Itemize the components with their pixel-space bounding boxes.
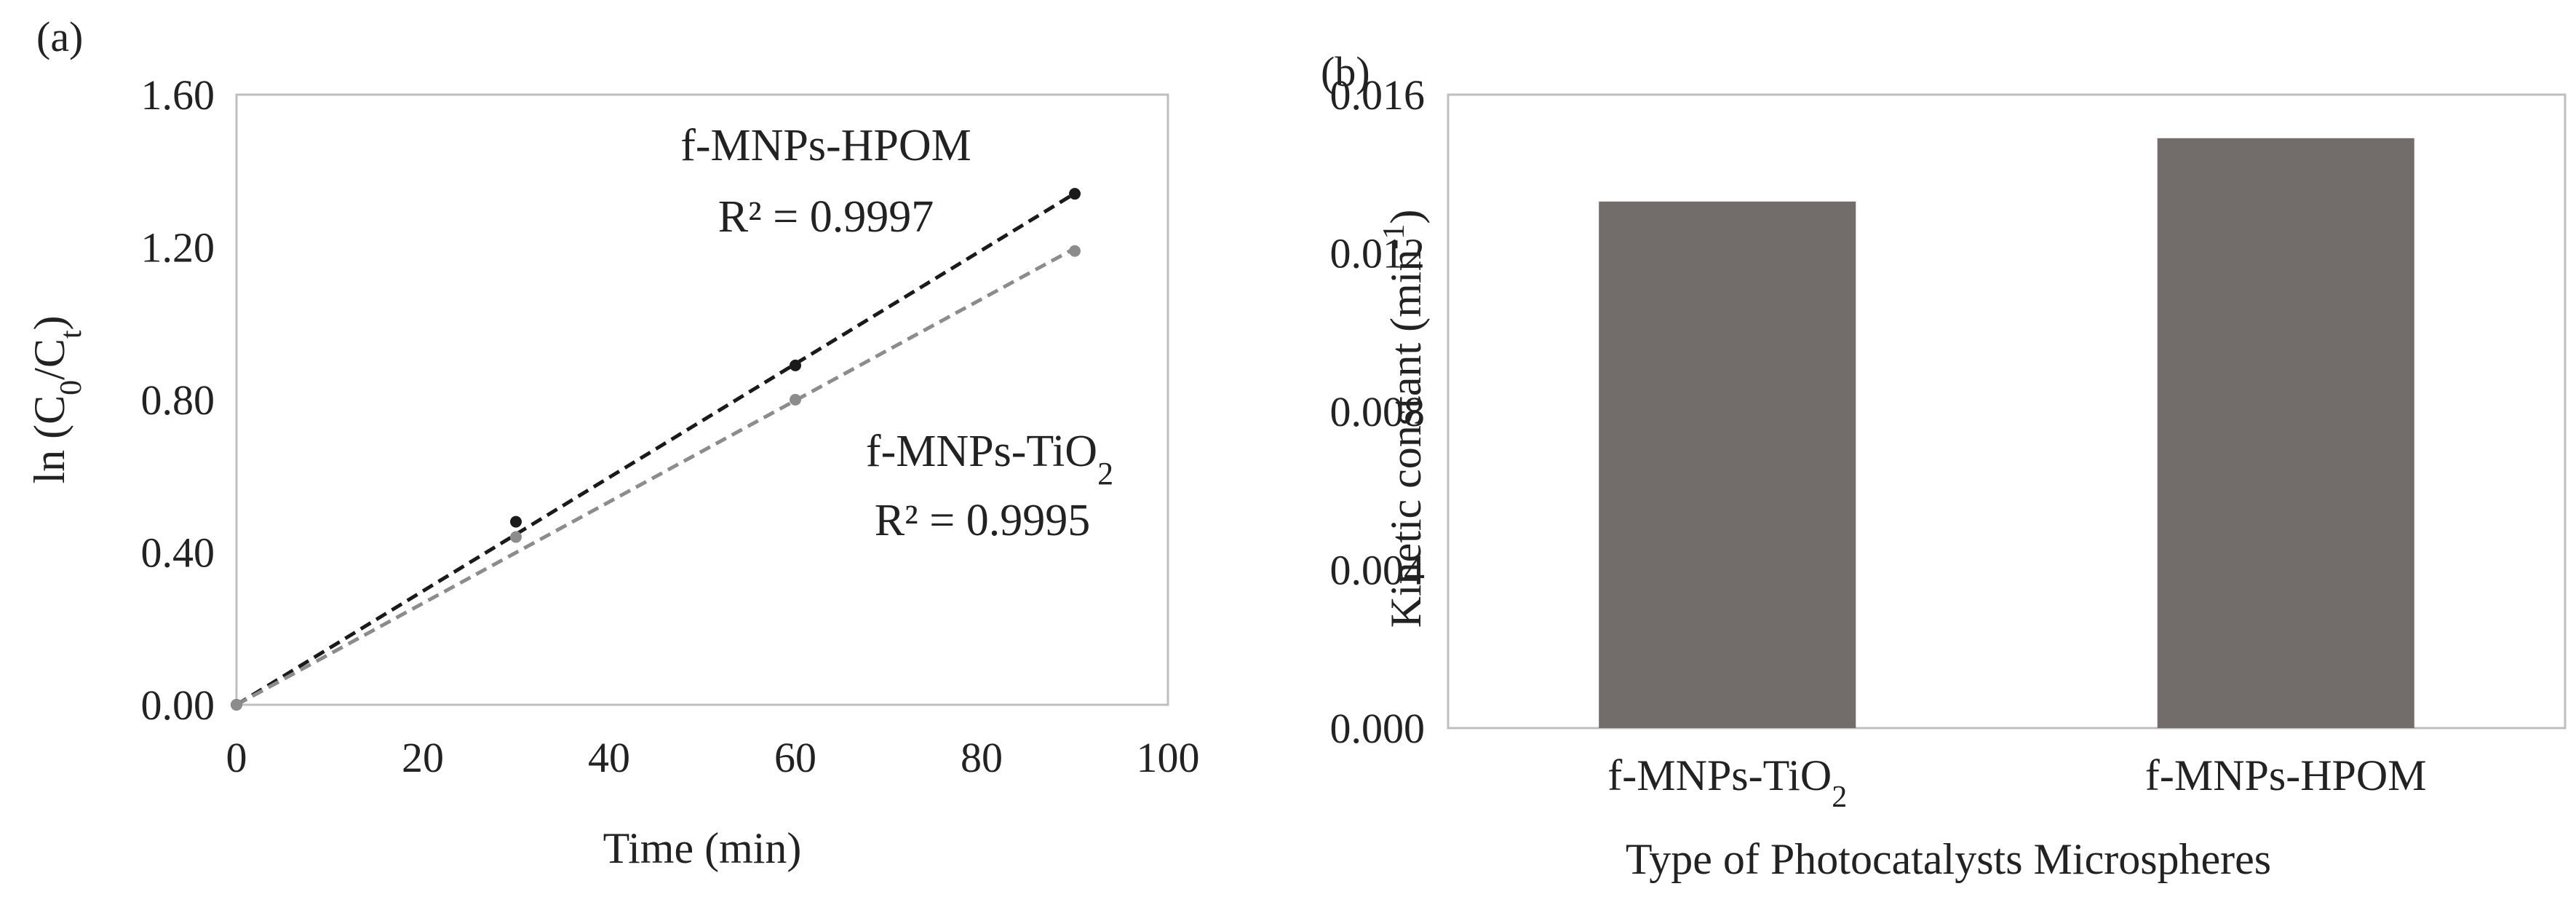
panel-a-x-tick-label: 60 <box>774 734 816 781</box>
panel-a-x-tick-label: 20 <box>402 734 444 781</box>
panel-b-y-tick-label: 0.000 <box>1330 705 1426 752</box>
panel-a-y-tick-label: 0.40 <box>141 529 215 577</box>
panel-b-plot-area <box>1447 93 2567 730</box>
data-point-series-0 <box>1069 188 1081 200</box>
data-point-series-1 <box>1069 245 1081 257</box>
data-point-series-1 <box>790 394 801 406</box>
panel-b-y-tick-label: 0.008 <box>1330 388 1426 435</box>
panel-a-x-tick-label: 0 <box>226 734 247 781</box>
series-tio2-r2: R² = 0.9995 <box>875 496 1090 545</box>
data-point-series-0 <box>790 359 801 371</box>
panel-a-label: (a) <box>36 13 83 60</box>
panel-b-label: (b) <box>1321 48 1370 95</box>
panel-a-x-ticks: 0 20 40 60 80 100 <box>226 734 1200 781</box>
panel-a-y-axis-label: ln (C0/Ct) <box>25 315 88 483</box>
panel-a-trendlines <box>235 191 1076 707</box>
bar-1 <box>2157 138 2414 728</box>
panel-a-y-tick-label: 0.80 <box>141 376 215 424</box>
data-point-series-1 <box>510 531 522 543</box>
panel-b-bars <box>1599 138 2414 728</box>
panel-a: (a) 0.00 0.40 0.80 1.20 1.60 0 20 40 60 80 100 Ti… <box>25 13 1200 872</box>
panel-b-y-tick-label: 0.004 <box>1330 547 1426 594</box>
panel-a-y-tick-label: 0.00 <box>141 681 215 729</box>
panel-a-x-tick-label: 80 <box>961 734 1003 781</box>
panel-b-y-tick-label: 0.016 <box>1330 71 1426 119</box>
panel-a-y-tick-label: 1.60 <box>141 71 215 119</box>
series-hpom-r2: R² = 0.9997 <box>718 192 934 242</box>
panel-a-y-tick-label: 1.20 <box>141 224 215 272</box>
bar-0 <box>1599 201 1856 728</box>
panel-b-x-ticks: f-MNPs-TiO2 f-MNPs-HPOM <box>1607 751 2426 814</box>
panel-b-category-label: f-MNPs-TiO2 <box>1607 751 1847 814</box>
series-tio2-label: f-MNPs-TiO2 <box>866 427 1113 491</box>
panel-b-category-label: f-MNPs-HPOM <box>2145 751 2427 799</box>
data-point-series-0 <box>510 515 522 528</box>
panel-b: (b) 0.000 0.004 0.008 0.012 0.016 f-MNPs-TiO… <box>1321 48 2567 883</box>
series-hpom-label: f-MNPs-HPOM <box>680 121 971 170</box>
data-point-series-1 <box>231 699 242 711</box>
panel-a-x-axis-label: Time (min) <box>603 824 802 872</box>
panel-b-x-axis-label: Type of Photocatalysts Microspheres <box>1626 835 2271 883</box>
panel-b-y-axis-label: Kinetic constant (min-1) <box>1378 210 1430 628</box>
panel-a-y-ticks: 0.00 0.40 0.80 1.20 1.60 <box>141 71 215 729</box>
panel-a-points <box>231 188 1081 711</box>
panel-b-y-tick-label: 0.012 <box>1330 230 1426 277</box>
panel-a-x-tick-label: 100 <box>1137 734 1200 781</box>
panel-b-y-ticks: 0.000 0.004 0.008 0.012 0.016 <box>1330 71 1426 752</box>
trendline-series-1 <box>235 246 1076 707</box>
panel-a-plot-area <box>235 93 1169 706</box>
panel-a-x-tick-label: 40 <box>588 734 630 781</box>
